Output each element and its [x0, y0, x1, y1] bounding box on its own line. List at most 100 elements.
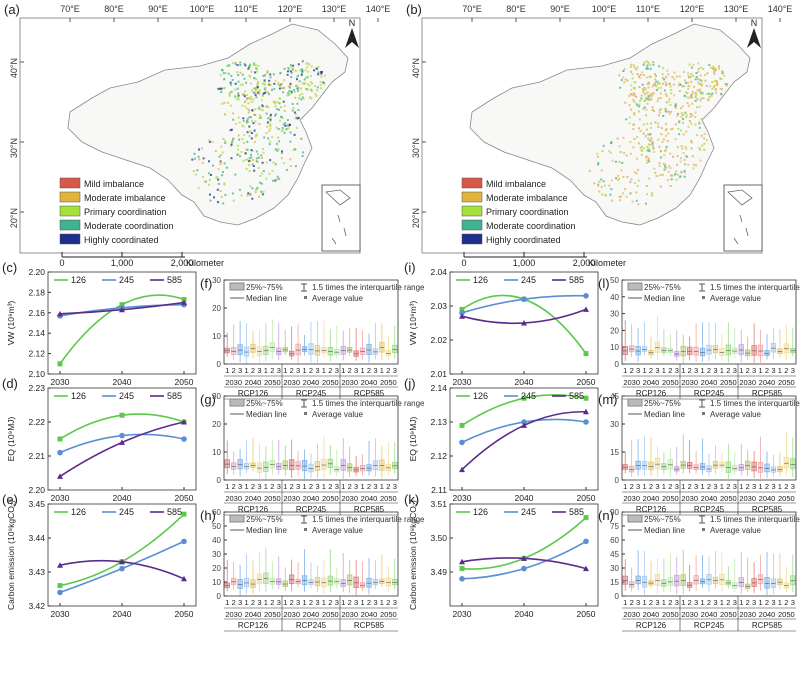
sub-label: 3 — [752, 598, 756, 607]
map-cell — [239, 83, 242, 86]
map-cell — [651, 142, 654, 145]
sub-label: 3 — [335, 482, 339, 491]
sub-label: 3 — [373, 598, 377, 607]
legend-whisker-icon — [301, 399, 307, 408]
map-cell — [244, 64, 247, 67]
sub-label: 1 — [758, 598, 762, 607]
sub-label: 2 — [688, 598, 692, 607]
map-cell — [222, 87, 225, 90]
legend-label: 245 — [521, 275, 536, 285]
panel-label: (g) — [200, 392, 216, 407]
map-cell — [279, 119, 282, 122]
map-cell — [657, 97, 660, 100]
box — [693, 575, 699, 585]
y-tick-label: 2.13 — [430, 417, 447, 427]
y-tick-label: 15 — [610, 578, 619, 587]
map-cell — [647, 143, 650, 146]
scale-tick-label: 1,000 — [111, 258, 134, 268]
map-cell — [661, 127, 663, 130]
map-cell — [286, 94, 289, 97]
point-245 — [57, 589, 63, 596]
sub-label: 2 — [726, 366, 730, 375]
map-cell — [659, 174, 662, 177]
sub-label: 2 — [649, 366, 653, 375]
box — [725, 461, 731, 473]
map-cell — [631, 73, 634, 76]
map-cell — [296, 75, 299, 78]
map-cell — [674, 123, 677, 126]
map-cell — [643, 123, 645, 126]
map-cell — [269, 120, 272, 123]
map-cell — [232, 137, 235, 140]
box — [757, 462, 764, 473]
map-cell — [624, 188, 627, 191]
map-cell — [645, 96, 648, 99]
map-cell — [250, 70, 253, 73]
box — [263, 345, 269, 355]
map-cell — [243, 134, 246, 136]
box — [289, 459, 295, 471]
map-cell — [647, 86, 650, 89]
map-cell — [308, 63, 311, 66]
map-cell — [675, 178, 678, 181]
point-245 — [57, 449, 63, 456]
point-245 — [583, 293, 589, 299]
box — [751, 345, 757, 356]
map-cell — [633, 113, 636, 116]
y-tick-label: 45 — [610, 392, 619, 401]
point-245 — [521, 565, 527, 572]
map-cell — [588, 169, 591, 172]
box — [379, 459, 385, 471]
y-tick-label: 30 — [212, 550, 221, 559]
map-cell — [269, 76, 272, 79]
point-126 — [583, 515, 589, 521]
x-tick-label: 2050 — [175, 377, 194, 387]
map-cell — [256, 186, 259, 189]
sub-label: 2 — [746, 366, 750, 375]
map-cell — [609, 151, 612, 154]
map-cell — [652, 92, 655, 95]
map-cell — [703, 137, 706, 140]
sub-label: 2 — [232, 598, 236, 607]
y-tick-label: 30 — [212, 392, 221, 401]
map-cell — [601, 150, 604, 152]
map-cell — [679, 160, 682, 163]
map-cell — [679, 175, 682, 178]
sub-label: 1 — [341, 366, 345, 375]
box — [738, 344, 744, 355]
map-cell — [648, 75, 651, 78]
point-245 — [459, 576, 465, 582]
map-cell — [288, 90, 291, 93]
map-cell — [230, 83, 233, 86]
map-cell — [279, 84, 282, 86]
map-cell — [249, 75, 252, 78]
map-cell — [645, 67, 648, 70]
map-cell — [644, 135, 647, 138]
box — [706, 574, 712, 585]
map-cell — [269, 73, 272, 76]
legend-label: 126 — [71, 391, 86, 401]
lon-tick-label: 80°E — [506, 4, 526, 14]
year-label: 2040 — [303, 494, 320, 503]
map-cell — [711, 92, 714, 95]
box — [263, 572, 269, 584]
legend-label: Moderate imbalance — [486, 193, 568, 203]
map-cell — [197, 155, 200, 158]
x-tick-label: 2050 — [577, 493, 596, 503]
map-cell — [255, 89, 258, 92]
y-axis-label: VW (10⁹m³) — [408, 300, 418, 345]
sub-label: 3 — [238, 482, 242, 491]
map-cell — [281, 129, 284, 132]
map-cell — [228, 91, 231, 94]
map-cell — [258, 123, 261, 125]
map-cell — [265, 112, 268, 115]
sub-label: 2 — [290, 598, 294, 607]
map-cell — [255, 64, 257, 67]
map-cell — [618, 195, 621, 198]
box — [667, 577, 673, 586]
box — [687, 461, 693, 469]
map-cell — [293, 91, 296, 93]
map-cell — [684, 82, 687, 84]
map-cell — [249, 130, 252, 133]
